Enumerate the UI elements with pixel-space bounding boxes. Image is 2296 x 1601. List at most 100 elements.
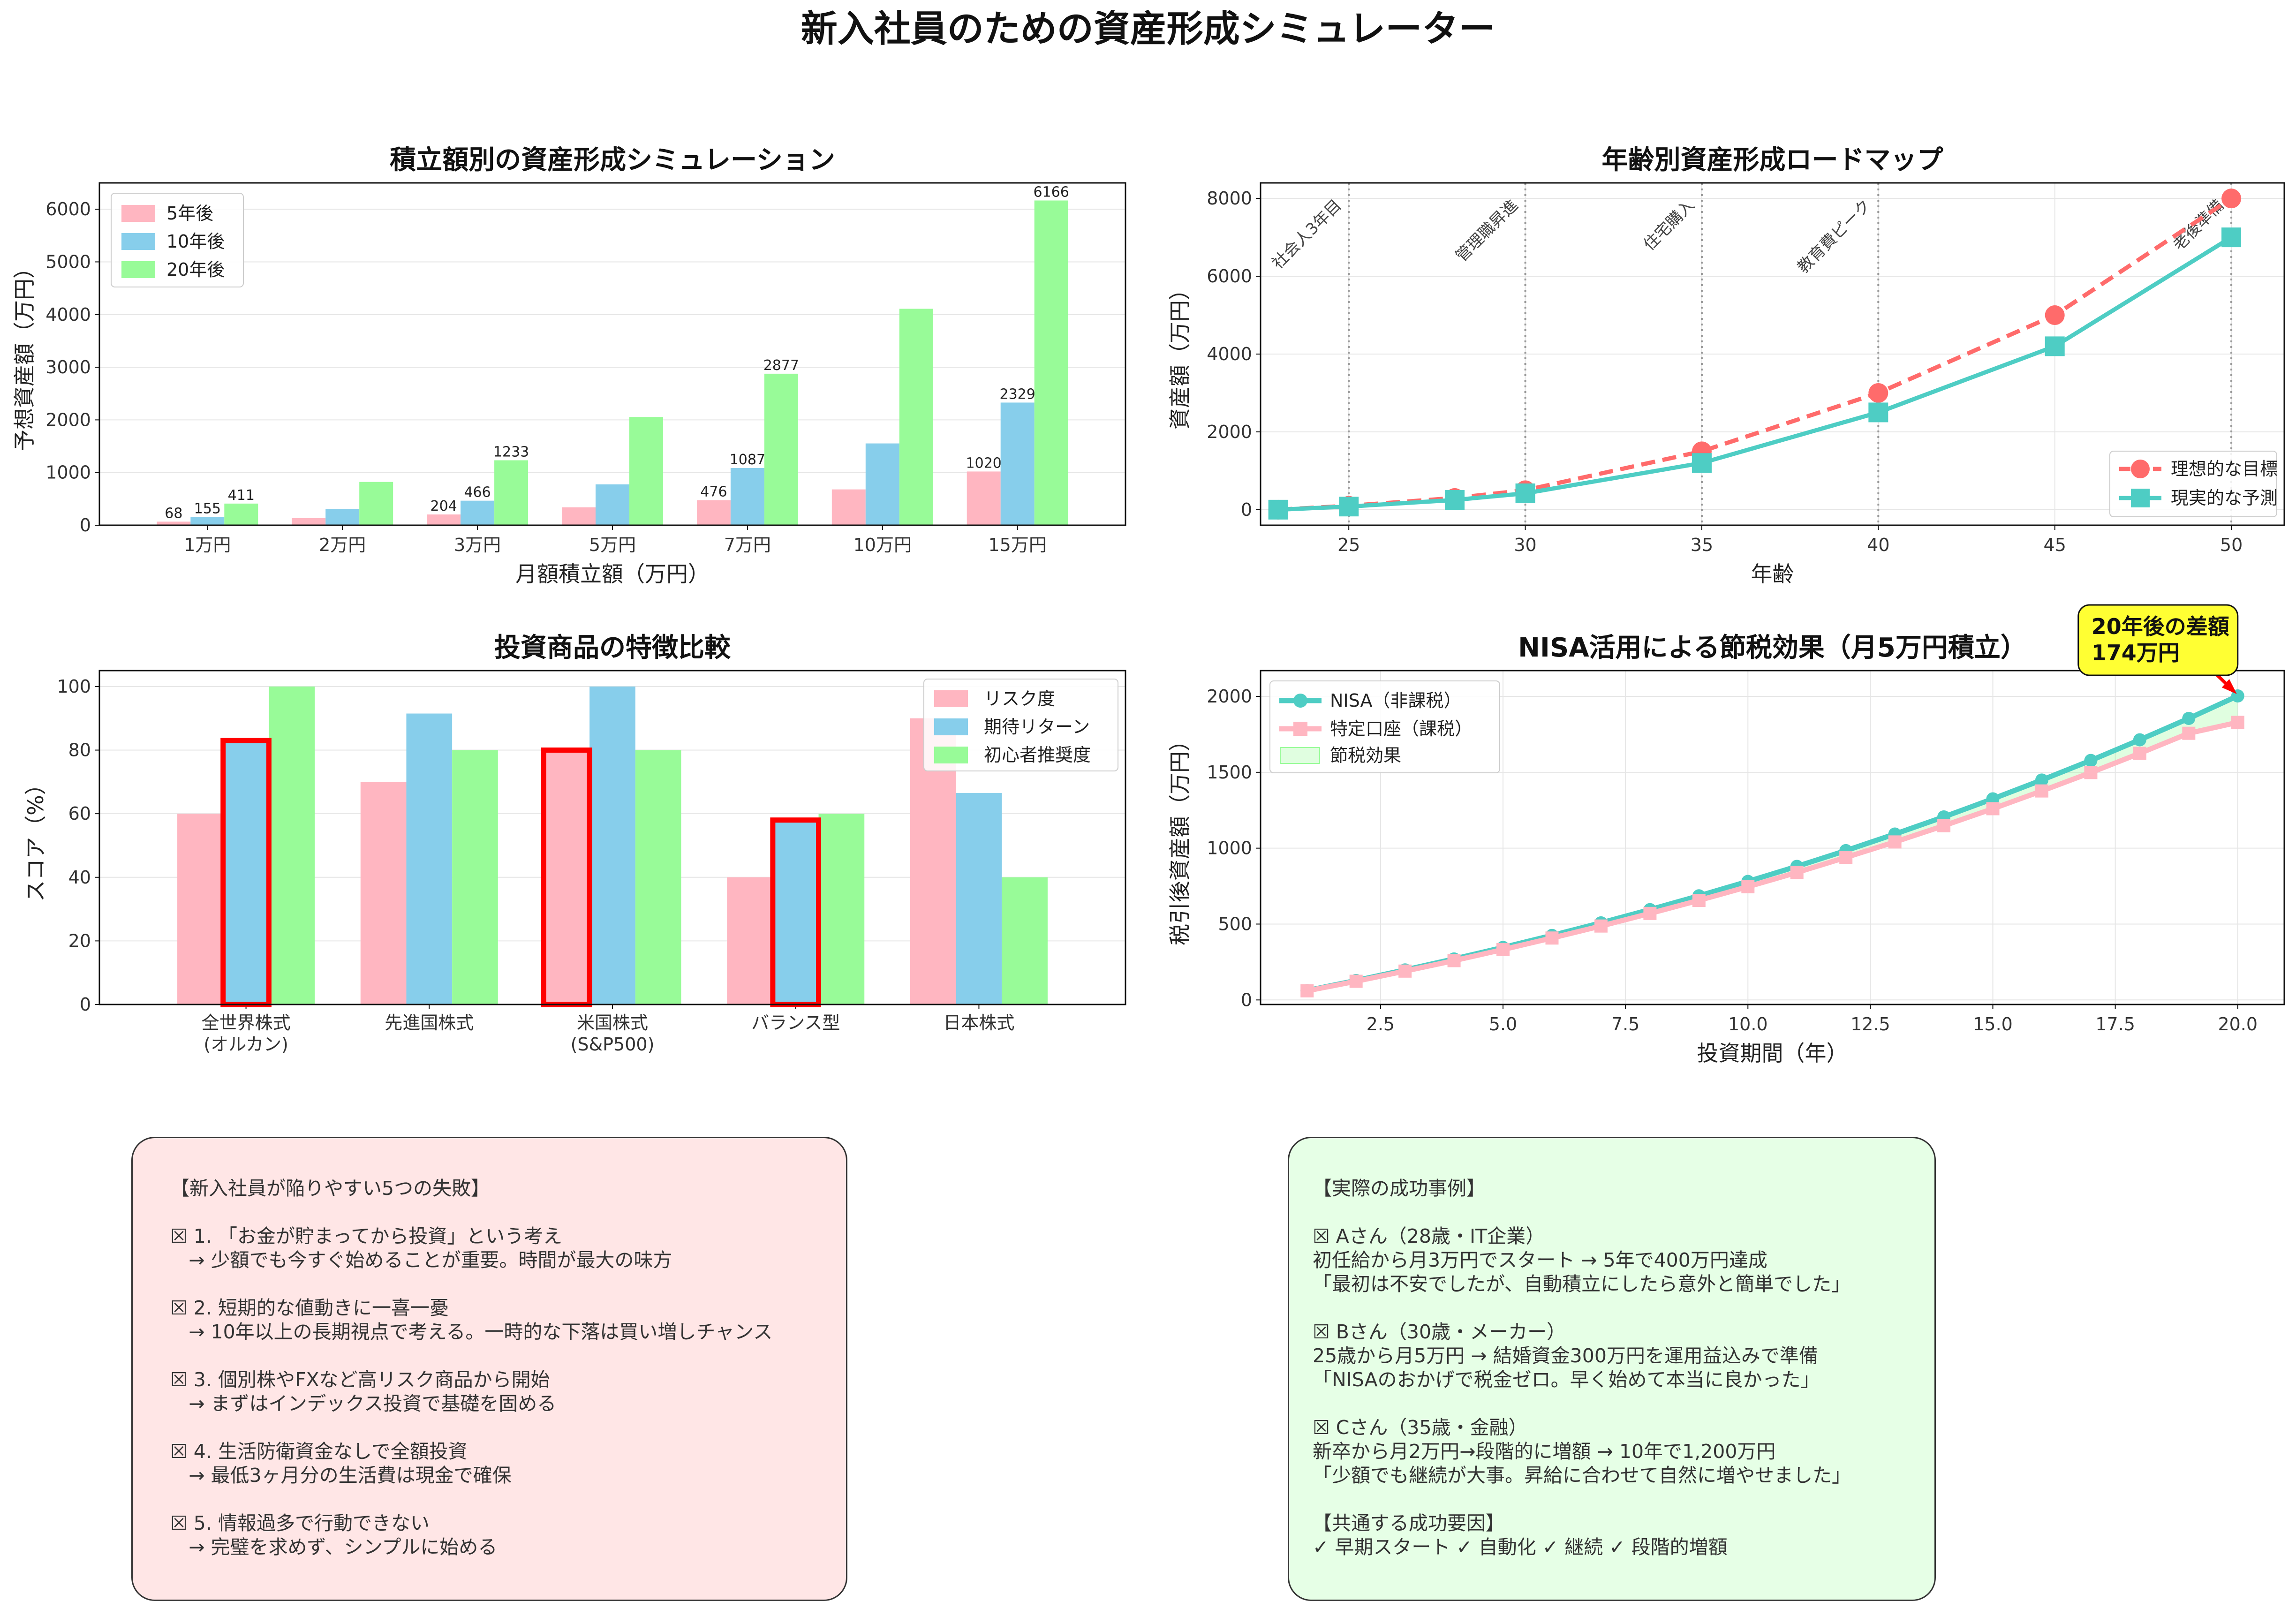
- x-tick-label-line: バランス型: [751, 1012, 840, 1033]
- x-tick-label: 45: [2044, 535, 2066, 555]
- x-tick-label: 1万円: [184, 535, 231, 555]
- data-point: [2084, 754, 2098, 767]
- legend-marker: [2131, 460, 2150, 478]
- box-line: [1313, 1201, 1934, 1224]
- box-line: ☒ Bさん（30歳・メーカー）: [1313, 1321, 1566, 1343]
- y-tick-label: 80: [68, 740, 91, 761]
- legend-box: [2109, 451, 2277, 517]
- chart-title: 年齢別資産形成ロードマップ: [1602, 145, 1943, 175]
- data-point: [2035, 784, 2048, 798]
- x-tick-label: 12.5: [1850, 1014, 1890, 1035]
- bar: [452, 750, 498, 1004]
- bar: [865, 443, 899, 525]
- data-point: [1790, 866, 1804, 879]
- legend-label: 期待リターン: [984, 717, 1090, 737]
- y-tick-label: 8000: [1207, 188, 1252, 209]
- box-line: ☒ 3. 個別株やFXなど高リスク商品から開始: [170, 1368, 550, 1391]
- box-line: 「NISAのおかげで税金ゼロ。早く始めて本当に良かった」: [1313, 1368, 1820, 1391]
- bar-value-label: 204: [430, 498, 457, 514]
- annotation-arrowhead: [2221, 679, 2237, 695]
- data-point: [1339, 497, 1359, 517]
- data-point: [2133, 733, 2146, 747]
- bar: [157, 521, 191, 525]
- x-tick-label: 7万円: [724, 535, 771, 555]
- legend-swatch: [121, 261, 155, 278]
- box-line: 25歳から月5万円 → 結婚資金300万円を運用益込みで準備: [1313, 1344, 1818, 1367]
- y-tick-label: 3000: [45, 357, 91, 378]
- x-tick-label: 3万円: [454, 535, 501, 555]
- x-tick-label: 40: [1867, 535, 1889, 555]
- x-tick-label: バランス型: [751, 1012, 840, 1033]
- data-point: [2035, 773, 2048, 787]
- data-point: [1447, 954, 1461, 967]
- bar: [589, 686, 635, 1004]
- box-line: [1313, 1296, 1934, 1320]
- bar: [967, 471, 1001, 525]
- legend-label: 特定口座（課税）: [1330, 718, 1473, 739]
- y-axis-label: 税引後資産額（万円）: [1167, 730, 1193, 945]
- x-tick-label: 17.5: [2095, 1014, 2135, 1035]
- legend-swatch: [121, 233, 155, 250]
- box-line: 「少額でも継続が大事。昇給に合わせて自然に増やせました」: [1313, 1464, 1851, 1487]
- data-point: [1349, 974, 1363, 988]
- legend-box: [923, 679, 1118, 771]
- legend-label: 理想的な目標: [2171, 459, 2278, 479]
- legend-label: 初心者推奨度: [984, 745, 1091, 765]
- bar-value-label: 1233: [493, 444, 529, 461]
- box-line: 「最初は不安でしたが、自動積立にしたら意外と簡単でした」: [1313, 1273, 1851, 1295]
- bar: [190, 517, 225, 525]
- box-line: ☒ 4. 生活防衛資金なしで全額投資: [170, 1440, 468, 1463]
- data-point: [1300, 984, 1314, 997]
- data-point: [1868, 383, 1888, 403]
- legend-label: 20年後: [166, 259, 225, 280]
- box-line: 初任給から月3万円でスタート → 5年で400万円達成: [1313, 1249, 1767, 1271]
- box-line: 新卒から月2万円→段階的に増額 → 10年で1,200万円: [1313, 1440, 1776, 1463]
- bar-value-label: 1087: [730, 452, 765, 468]
- bar: [635, 750, 681, 1004]
- legend-label: 節税効果: [1330, 745, 1401, 766]
- bar: [818, 814, 865, 1004]
- box-line: ☒ Aさん（28歳・IT企業）: [1313, 1225, 1545, 1247]
- x-tick-label: 全世界株式(オルカン): [202, 1012, 291, 1055]
- box-line: ✓ 早期スタート ✓ 自動化 ✓ 継続 ✓ 段階的増額: [1313, 1536, 1728, 1558]
- bar-value-label: 2329: [1000, 386, 1035, 402]
- x-tick-label: 2.5: [1367, 1014, 1395, 1035]
- y-tick-label: 0: [80, 994, 91, 1015]
- x-tick-label: 50: [2220, 535, 2243, 555]
- box-line: 【実際の成功事例】: [1313, 1177, 1486, 1200]
- y-tick-label: 1000: [45, 462, 91, 483]
- y-tick-label: 6000: [45, 199, 91, 219]
- y-axis-label: 資産額（万円）: [1167, 279, 1193, 430]
- bar: [956, 793, 1002, 1004]
- data-point: [1741, 880, 1755, 893]
- bar-value-label: 155: [194, 501, 221, 517]
- bar: [177, 814, 223, 1004]
- box-line: [170, 1344, 846, 1368]
- bar: [562, 507, 596, 525]
- bar: [461, 500, 495, 525]
- y-tick-label: 1000: [1207, 838, 1252, 859]
- box-line: [170, 1488, 846, 1511]
- chart-product-comparison: 投資商品の特徴比較 0 20 40 60 80 100 全世界株式(オルカン) 先進国株式 米国株…: [23, 633, 1126, 1055]
- figure-title: 新入社員のための資産形成シミュレーター: [801, 8, 1495, 50]
- legend-swatch: [121, 205, 155, 222]
- plot-frame: [1260, 670, 2285, 1005]
- box-line: ☒ 1. 「お金が貯まってから投資」という考え: [170, 1225, 563, 1247]
- y-tick-label: 2000: [1207, 422, 1252, 442]
- box-line: → 完璧を求めず、シンプルに始める: [170, 1536, 498, 1558]
- bar: [1000, 402, 1035, 525]
- bar: [730, 468, 764, 525]
- bar: [406, 713, 453, 1004]
- chart-title: 投資商品の特徴比較: [494, 633, 731, 663]
- data-point: [1445, 490, 1465, 510]
- data-point: [2045, 336, 2065, 356]
- data-point: [2231, 716, 2244, 729]
- x-tick-label: 2万円: [319, 535, 366, 555]
- box-line: [1313, 1392, 1934, 1416]
- bar: [427, 514, 461, 525]
- bar: [831, 489, 866, 525]
- plot-area: [99, 183, 1125, 525]
- legend-label: 5年後: [166, 203, 213, 224]
- bar-value-label: 6166: [1033, 184, 1069, 201]
